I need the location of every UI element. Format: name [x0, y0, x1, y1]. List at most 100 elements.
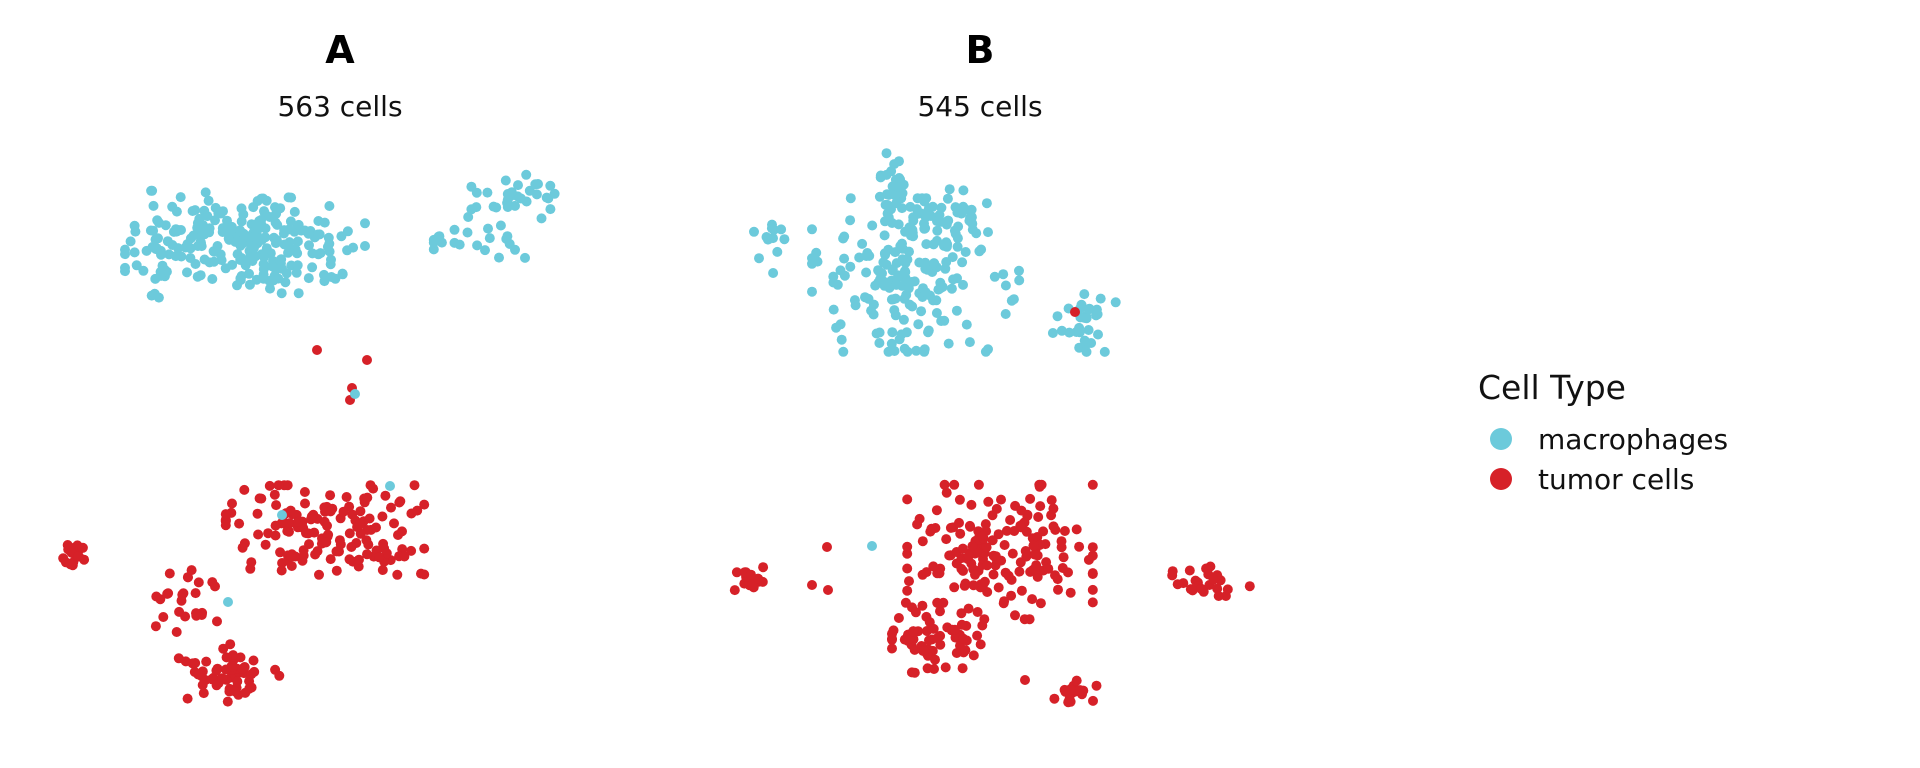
- macrophage-point: [200, 187, 211, 198]
- tumor-cell-point: [237, 663, 248, 674]
- macrophage-point: [874, 338, 885, 348]
- macrophage-point: [488, 201, 499, 212]
- tumor-cell-point: [1046, 495, 1057, 506]
- tumor-cell-point: [322, 520, 332, 531]
- tumor-cell-point: [909, 667, 920, 678]
- macrophage-point: [932, 225, 943, 236]
- macrophage-point: [129, 247, 140, 258]
- macrophage-point: [247, 256, 258, 266]
- macrophage-point: [905, 201, 916, 212]
- tumor-cell-point: [1001, 525, 1012, 536]
- tumor-cell-point: [344, 528, 355, 539]
- tumor-cell-point: [239, 484, 250, 495]
- tumor-cell-point: [924, 635, 934, 646]
- macrophage-point: [146, 185, 157, 196]
- macrophage-point: [1091, 304, 1102, 315]
- tumor-cell-point: [922, 663, 933, 674]
- tumor-cell-point: [979, 576, 990, 587]
- macrophage-point: [897, 238, 907, 249]
- macrophage-point: [935, 283, 946, 294]
- tumor-cell-point: [1196, 583, 1207, 594]
- tumor-cell-point: [954, 517, 964, 528]
- tumor-cell-point: [1057, 563, 1068, 573]
- macrophage-point: [942, 193, 953, 204]
- macrophage-point: [839, 253, 850, 264]
- macrophage-point: [845, 215, 856, 226]
- tumor-cell-point: [325, 554, 336, 565]
- macrophage-point: [845, 261, 856, 272]
- tumor-cell-point: [1213, 591, 1224, 601]
- macrophage-point: [874, 191, 885, 202]
- tumor-cell-point: [945, 522, 956, 533]
- tumor-cell-point: [1020, 675, 1030, 685]
- macrophage-point: [776, 224, 787, 235]
- tumor-cell-point: [220, 509, 231, 520]
- tumor-cell-point: [1035, 501, 1046, 512]
- macrophage-point: [259, 206, 269, 217]
- tumor-cell-point: [954, 494, 965, 505]
- tumor-cell-point: [276, 565, 287, 576]
- legend-title: Cell Type: [1478, 368, 1626, 407]
- macrophage-point: [120, 262, 130, 273]
- tumor-cell-point: [729, 585, 740, 596]
- tumor-cell-point: [171, 627, 182, 637]
- tumor-cell-point: [409, 480, 420, 491]
- tumor-cell-point: [331, 546, 342, 557]
- macrophage-point: [828, 304, 839, 315]
- tumor-cell-point: [210, 581, 220, 592]
- macrophage-point: [244, 279, 255, 290]
- macrophage-point: [251, 233, 262, 243]
- macrophage-point: [1099, 346, 1110, 357]
- tumor-cell-point: [282, 526, 293, 537]
- macrophage-point: [510, 244, 520, 255]
- tumor-cell-point: [1031, 560, 1042, 571]
- macrophage-point: [948, 274, 959, 285]
- macrophage-point: [502, 189, 513, 199]
- macrophage-point: [260, 223, 271, 234]
- tumor-cell-point: [325, 506, 336, 517]
- tumor-cell-point: [934, 568, 945, 579]
- macrophage-point: [939, 315, 950, 326]
- tumor-cell-point: [823, 585, 833, 595]
- macrophage-point: [148, 200, 159, 211]
- tumor-cell-point: [1184, 565, 1195, 576]
- macrophage-point: [210, 202, 221, 213]
- tumor-cell-point: [198, 688, 209, 699]
- macrophage-point: [887, 218, 898, 228]
- macrophage-point: [874, 266, 885, 277]
- tumor-cell-point: [921, 567, 932, 578]
- tumor-cell-point: [365, 480, 376, 491]
- tumor-cell-point: [222, 696, 233, 707]
- tumor-cell-point: [1187, 585, 1198, 596]
- macrophage-point: [989, 271, 1000, 282]
- tumor-cell-point: [1244, 581, 1255, 592]
- tumor-cell-point: [227, 498, 237, 509]
- macrophage-point: [923, 325, 934, 336]
- macrophage-point: [238, 228, 249, 239]
- tumor-cell-point: [380, 490, 391, 501]
- tumor-cell-point: [377, 565, 388, 575]
- macrophage-point: [292, 236, 303, 247]
- macrophage-point: [129, 220, 140, 231]
- tumor-cell-point: [1025, 493, 1036, 504]
- tumor-cell-point: [312, 345, 322, 355]
- macrophage-point: [524, 185, 535, 196]
- macrophage-point: [313, 216, 324, 226]
- tumor-cell-point: [77, 542, 88, 553]
- macrophage-point: [904, 246, 914, 257]
- tumor-cell-point: [269, 489, 280, 500]
- macrophage-point: [898, 314, 909, 325]
- tumor-cell-point: [273, 480, 284, 491]
- tumor-cell-point: [300, 498, 310, 509]
- macrophage-point: [256, 193, 267, 204]
- macrophage-point: [155, 245, 166, 256]
- macrophage-point: [1079, 335, 1090, 346]
- tumor-cell-point: [271, 500, 282, 511]
- tumor-cell-point: [1015, 520, 1026, 531]
- macrophage-point: [920, 287, 931, 298]
- tumor-cell-point: [331, 565, 342, 576]
- tumor-cell-point: [931, 505, 942, 516]
- tumor-cell-point: [212, 616, 222, 627]
- macrophage-point: [874, 327, 885, 338]
- macrophage-point: [1008, 294, 1019, 305]
